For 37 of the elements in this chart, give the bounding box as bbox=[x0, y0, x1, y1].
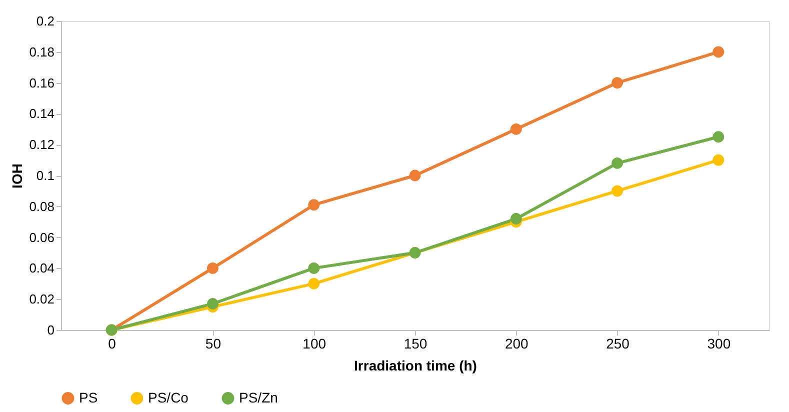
y-axis-title: IOH bbox=[9, 164, 26, 188]
legend-label: PS/Zn bbox=[239, 389, 278, 406]
y-tick-label: 0.14 bbox=[29, 106, 54, 122]
y-tick-label: 0.16 bbox=[29, 75, 54, 90]
point bbox=[308, 278, 320, 290]
legend-label: PS bbox=[79, 389, 98, 406]
x-tick-label: 250 bbox=[606, 336, 630, 352]
point bbox=[712, 131, 724, 143]
point bbox=[612, 77, 623, 88]
point bbox=[207, 298, 218, 310]
legend-label: PS/Co bbox=[148, 389, 189, 406]
point bbox=[308, 199, 320, 211]
x-axis-title: Irradiation time (h) bbox=[354, 358, 477, 374]
y-tick-label: 0.18 bbox=[29, 44, 54, 60]
y-tick-label: 0.04 bbox=[29, 260, 54, 276]
y-tick-label: 0 bbox=[47, 322, 54, 338]
point bbox=[207, 262, 218, 274]
x-tick-label: 150 bbox=[404, 336, 428, 352]
point bbox=[712, 46, 724, 58]
point bbox=[409, 170, 421, 182]
point bbox=[510, 123, 522, 135]
y-tick-label: 0.02 bbox=[29, 292, 54, 307]
point bbox=[612, 185, 623, 197]
point bbox=[712, 154, 724, 166]
point bbox=[510, 213, 522, 224]
x-tick-label: 0 bbox=[108, 336, 116, 352]
y-tick-label: 0.1 bbox=[36, 168, 54, 183]
y-tick-label: 0.08 bbox=[29, 198, 54, 214]
y-tick-label: 0.12 bbox=[29, 137, 54, 152]
x-tick-label: 50 bbox=[205, 336, 222, 352]
x-tick-label: 200 bbox=[504, 336, 529, 352]
y-tick-label: 0.06 bbox=[29, 230, 54, 245]
x-tick-label: 100 bbox=[302, 336, 326, 352]
point bbox=[308, 262, 320, 274]
point bbox=[612, 157, 623, 169]
y-tick-label: 0.2 bbox=[36, 14, 54, 28]
x-tick-label: 300 bbox=[707, 336, 731, 352]
